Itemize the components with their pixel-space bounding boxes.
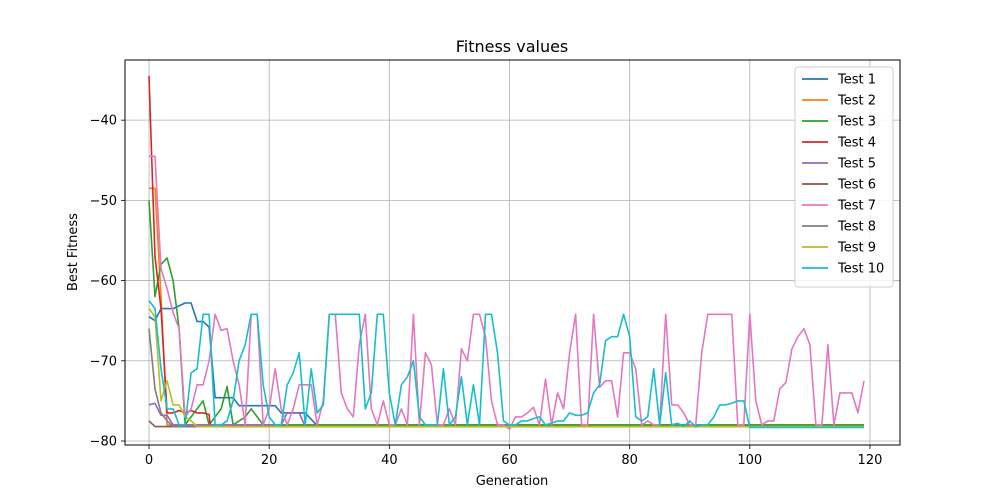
series-line-test-1 (148, 302, 864, 427)
legend-label: Test 1 (837, 73, 876, 88)
y-tick-label: −60 (90, 274, 117, 289)
grid-lines (125, 60, 900, 445)
x-tick-label: 80 (621, 453, 638, 468)
y-axis-title: Best Fitness (66, 213, 81, 291)
x-tick-label: 120 (858, 453, 883, 468)
series-line-test-9 (148, 308, 864, 428)
legend-label: Test 10 (837, 262, 884, 277)
y-tick-label: −70 (90, 354, 117, 369)
chart-title: Fitness values (456, 37, 569, 56)
legend-label: Test 8 (837, 220, 876, 235)
legend: Test 1 Test 2 Test 3 Test 4 Test 5 Test 6 Test… (794, 66, 894, 288)
x-tick-label: 60 (501, 453, 518, 468)
x-tick-label: 20 (261, 453, 278, 468)
legend-label: Test 9 (837, 241, 876, 256)
legend-label: Test 3 (837, 115, 876, 130)
legend-label: Test 6 (837, 178, 876, 193)
legend-label: Test 5 (837, 157, 876, 172)
series-line-test-5 (148, 402, 864, 428)
legend-label: Test 7 (837, 199, 876, 214)
x-axis-title: Generation (476, 474, 549, 489)
axis-ticks: 0 20 40 60 80 100 120 −80 −70 −60 −50 −40 (90, 114, 883, 468)
y-tick-label: −80 (90, 434, 117, 449)
x-tick-label: 40 (381, 453, 398, 468)
legend-label: Test 4 (837, 136, 876, 151)
series-line-test-10 (148, 300, 864, 429)
x-tick-label: 0 (145, 453, 153, 468)
x-tick-label: 100 (737, 453, 762, 468)
y-tick-label: −50 (90, 194, 117, 209)
series-lines (148, 75, 865, 430)
plot-frame (124, 59, 901, 446)
y-tick-label: −40 (90, 114, 117, 129)
legend-label: Test 2 (837, 94, 876, 109)
legend-frame (794, 66, 894, 288)
